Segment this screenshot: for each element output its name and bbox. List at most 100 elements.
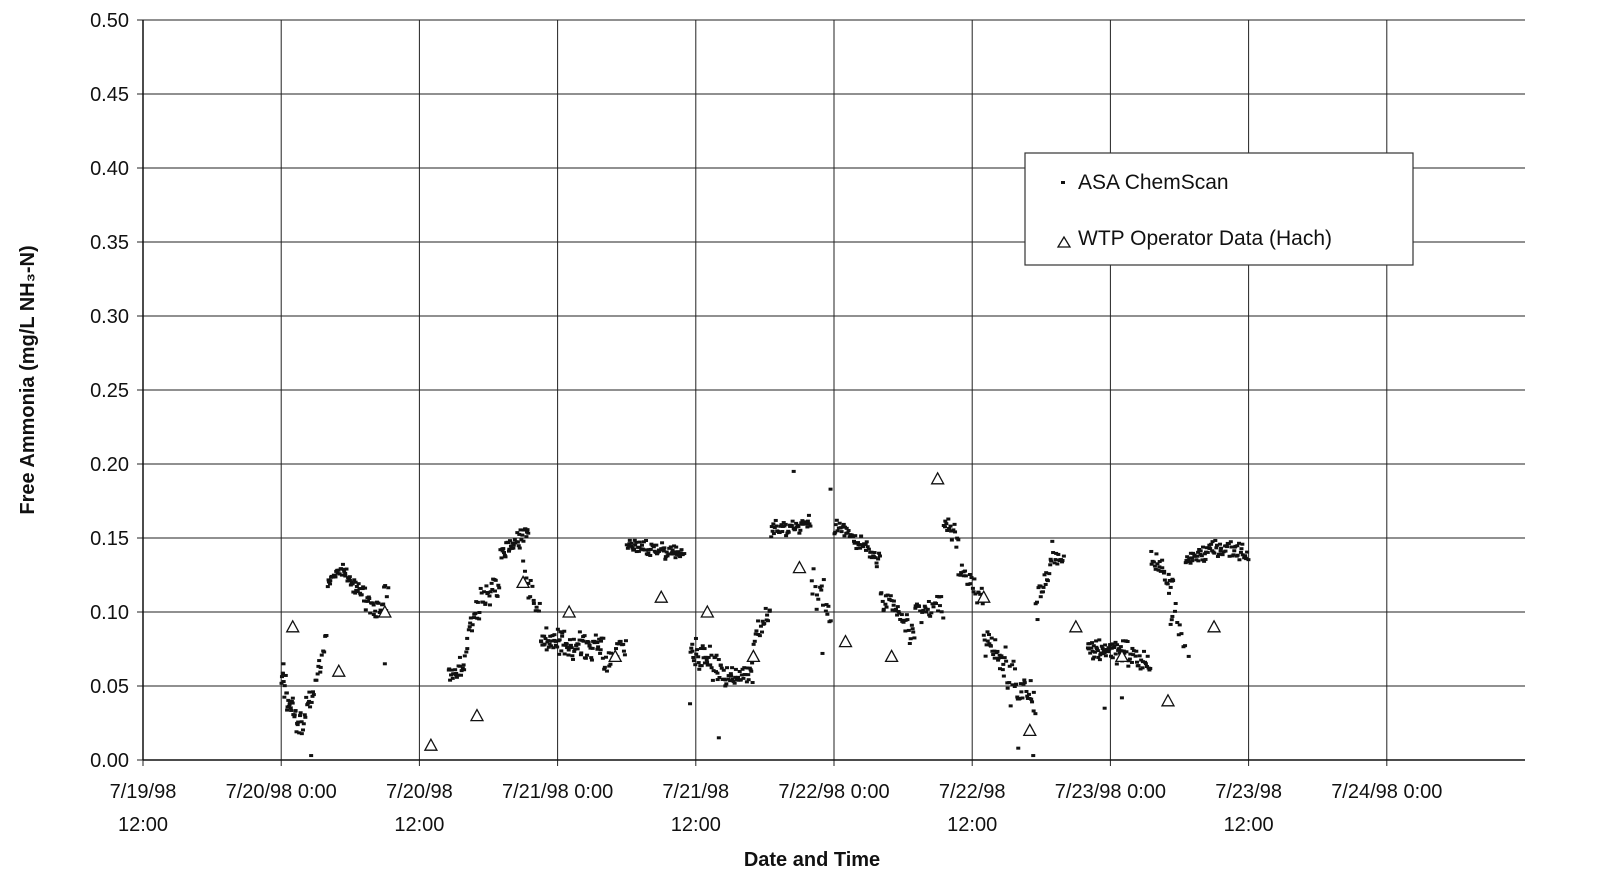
chemscan-point <box>359 593 364 597</box>
chemscan-point <box>967 572 972 576</box>
chemscan-point <box>454 671 459 675</box>
chemscan-point <box>749 669 754 673</box>
chemscan-point <box>841 522 846 526</box>
chemscan-point <box>746 673 751 677</box>
chemscan-point <box>1042 573 1047 577</box>
chemscan-point <box>623 639 628 643</box>
chemscan-point <box>602 667 607 671</box>
chemscan-point <box>581 639 586 643</box>
chemscan-point <box>614 647 619 651</box>
chemscan-point <box>942 525 947 529</box>
chemscan-point <box>663 557 668 561</box>
chemscan-point <box>773 518 778 522</box>
chemscan-point <box>691 659 696 663</box>
chemscan-point <box>526 531 531 535</box>
chemscan-point <box>629 541 634 545</box>
chemscan-point <box>786 530 791 534</box>
chemscan-point <box>357 587 362 591</box>
chemscan-point <box>1213 538 1218 542</box>
chemscan-point <box>481 590 486 594</box>
chemscan-point <box>721 668 726 672</box>
chemscan-point <box>702 647 707 651</box>
chemscan-point <box>661 549 666 553</box>
chemscan-point <box>1155 562 1160 566</box>
chemscan-point <box>1000 668 1005 672</box>
chemscan-point <box>383 584 388 588</box>
chemscan-point <box>1128 652 1133 656</box>
chemscan-point <box>672 550 677 554</box>
chemscan-point <box>343 571 348 575</box>
chemscan-point <box>1139 658 1144 662</box>
chemscan-point <box>854 547 859 551</box>
chemscan-point <box>992 649 997 653</box>
chemscan-point <box>752 639 757 643</box>
chemscan-point <box>1134 660 1139 664</box>
chemscan-point <box>813 585 818 589</box>
chemscan-point <box>920 610 925 614</box>
chemscan-point <box>694 652 699 656</box>
chemscan-point <box>301 722 306 726</box>
chemscan-point <box>1231 553 1236 557</box>
chemscan-point <box>598 651 603 655</box>
chemscan-point <box>1232 549 1237 553</box>
chemscan-point <box>739 673 744 677</box>
chemscan-point <box>1031 709 1036 713</box>
chemscan-point <box>519 538 524 542</box>
chemscan-point <box>308 705 313 709</box>
chemscan-point <box>917 604 922 608</box>
chemscan-point <box>453 668 458 672</box>
chemscan-point <box>1191 551 1196 555</box>
chemscan-point <box>1153 567 1158 571</box>
chemscan-point <box>715 678 720 682</box>
chemscan-point <box>660 541 665 545</box>
chemscan-point <box>495 594 500 598</box>
chemscan-point <box>281 662 286 666</box>
chemscan-point <box>587 643 592 647</box>
chemscan-point <box>925 607 930 611</box>
chemscan-point <box>1168 585 1173 589</box>
chemscan-point <box>866 547 871 551</box>
chemscan-point <box>674 545 679 549</box>
chemscan-point <box>1156 568 1161 572</box>
y-tick-label: 0.00 <box>90 750 129 772</box>
chemscan-point <box>780 530 785 534</box>
chemscan-point <box>704 658 709 662</box>
chemscan-point <box>859 534 864 538</box>
chemscan-point <box>566 648 571 652</box>
chemscan-point <box>770 529 775 533</box>
chemscan-point <box>1060 558 1065 562</box>
chemscan-point <box>304 695 309 699</box>
chemscan-point <box>1045 579 1050 583</box>
chemscan-point <box>895 613 900 617</box>
chemscan-point <box>543 637 548 641</box>
chemscan-point <box>930 602 935 606</box>
chemscan-point <box>750 661 755 665</box>
chemscan-point <box>1196 550 1201 554</box>
chemscan-point <box>333 575 338 579</box>
chemscan-point <box>809 579 814 583</box>
chemscan-point <box>910 627 915 631</box>
chemscan-point <box>981 633 986 637</box>
chemscan-point <box>782 524 787 528</box>
chemscan-point <box>1179 632 1184 636</box>
chemscan-point <box>632 538 637 542</box>
chemscan-point <box>555 627 560 631</box>
chemscan-point <box>1087 642 1092 646</box>
chemscan-point <box>469 629 474 633</box>
chemscan-point <box>1169 618 1174 622</box>
chemscan-point <box>903 629 908 633</box>
chemscan-point <box>1149 549 1154 553</box>
chemscan-point <box>664 550 669 554</box>
chemscan-point <box>362 599 367 603</box>
chemscan-point <box>1088 651 1093 655</box>
chemscan-point <box>912 636 917 640</box>
chemscan-point <box>881 607 886 611</box>
chemscan-point <box>288 706 293 710</box>
chemscan-point <box>371 613 376 617</box>
chemscan-point <box>349 580 354 584</box>
chemscan-point <box>980 602 985 606</box>
chemscan-point <box>736 675 741 679</box>
chemscan-point <box>622 653 627 657</box>
x-tick-label-line1: 7/23/98 0:00 <box>1055 781 1166 803</box>
chemscan-point <box>1137 654 1142 658</box>
